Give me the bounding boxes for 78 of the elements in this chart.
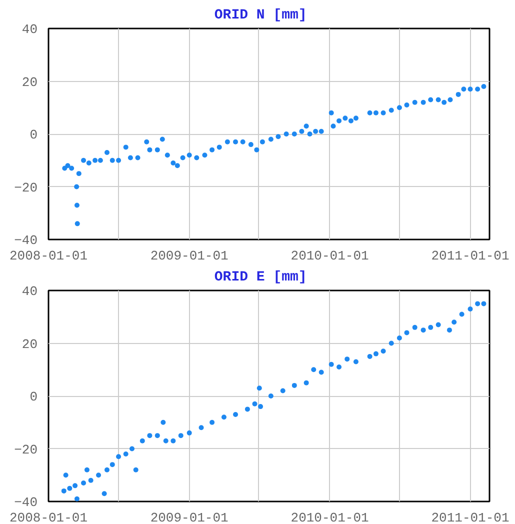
point: [304, 380, 309, 386]
y-tick-label: 40: [22, 22, 38, 37]
x-tick-label: 2010-01-01: [290, 510, 370, 524]
point: [198, 425, 204, 430]
point: [102, 491, 107, 496]
point: [353, 359, 358, 364]
x-tick-label: 2008-01-01: [9, 510, 88, 524]
point: [104, 467, 110, 472]
point: [468, 306, 473, 312]
point: [96, 472, 102, 478]
point: [404, 330, 410, 336]
y-tick-label: −20: [14, 442, 38, 458]
point: [475, 301, 480, 306]
y-tick-label: 20: [22, 74, 38, 90]
point: [61, 488, 66, 494]
point: [280, 388, 286, 394]
point: [396, 335, 402, 340]
point: [186, 430, 192, 436]
x-tick-label: 2008-01-01: [9, 248, 88, 264]
point: [459, 312, 464, 317]
point: [244, 406, 250, 412]
y-tick-label: −40: [14, 233, 38, 248]
point: [367, 354, 372, 359]
point: [210, 420, 215, 425]
point: [130, 446, 135, 452]
point: [388, 340, 394, 346]
point: [221, 414, 226, 420]
point: [258, 404, 264, 410]
point: [428, 324, 434, 330]
point: [178, 433, 184, 438]
point: [452, 320, 457, 325]
point: [328, 362, 334, 367]
y-tick-label: 20: [22, 336, 38, 352]
point: [140, 438, 145, 444]
point: [67, 486, 72, 491]
point: [412, 324, 418, 330]
point: [74, 496, 80, 502]
y-tick-label: 0: [30, 128, 38, 142]
x-tick-label: 2009-01-01: [150, 510, 229, 524]
point: [436, 322, 441, 328]
point: [373, 351, 378, 356]
point: [252, 401, 258, 406]
point: [481, 301, 486, 306]
y-tick-label: 0: [30, 390, 38, 404]
point: [123, 452, 128, 457]
point: [81, 480, 86, 486]
y-tick-label: −20: [14, 180, 38, 196]
point: [72, 483, 78, 488]
point: [336, 364, 342, 370]
point: [160, 420, 166, 425]
point: [170, 438, 176, 444]
point: [256, 386, 262, 391]
chart-title: ORID E [mm]: [214, 270, 307, 286]
y-tick-label: 40: [22, 284, 38, 299]
point: [116, 454, 122, 460]
x-tick-label: 2011-01-01: [431, 510, 510, 524]
x-tick-label: 2010-01-01: [290, 248, 370, 264]
point: [344, 356, 350, 362]
y-tick-label: −40: [14, 495, 38, 510]
point: [311, 367, 316, 372]
chart-title: ORID N [mm]: [214, 8, 307, 24]
point: [318, 370, 324, 375]
point: [420, 328, 426, 333]
point: [268, 394, 274, 398]
point: [154, 433, 160, 438]
point: [292, 382, 297, 388]
point: [133, 467, 138, 472]
point: [110, 462, 115, 468]
point: [88, 478, 94, 483]
point: [163, 438, 168, 444]
point: [147, 433, 152, 438]
point: [84, 467, 90, 472]
x-tick-label: 2011-01-01: [431, 248, 510, 264]
point: [446, 328, 452, 333]
x-tick-label: 2009-01-01: [150, 248, 229, 264]
point: [233, 412, 238, 417]
point: [380, 348, 386, 354]
point: [63, 472, 68, 478]
